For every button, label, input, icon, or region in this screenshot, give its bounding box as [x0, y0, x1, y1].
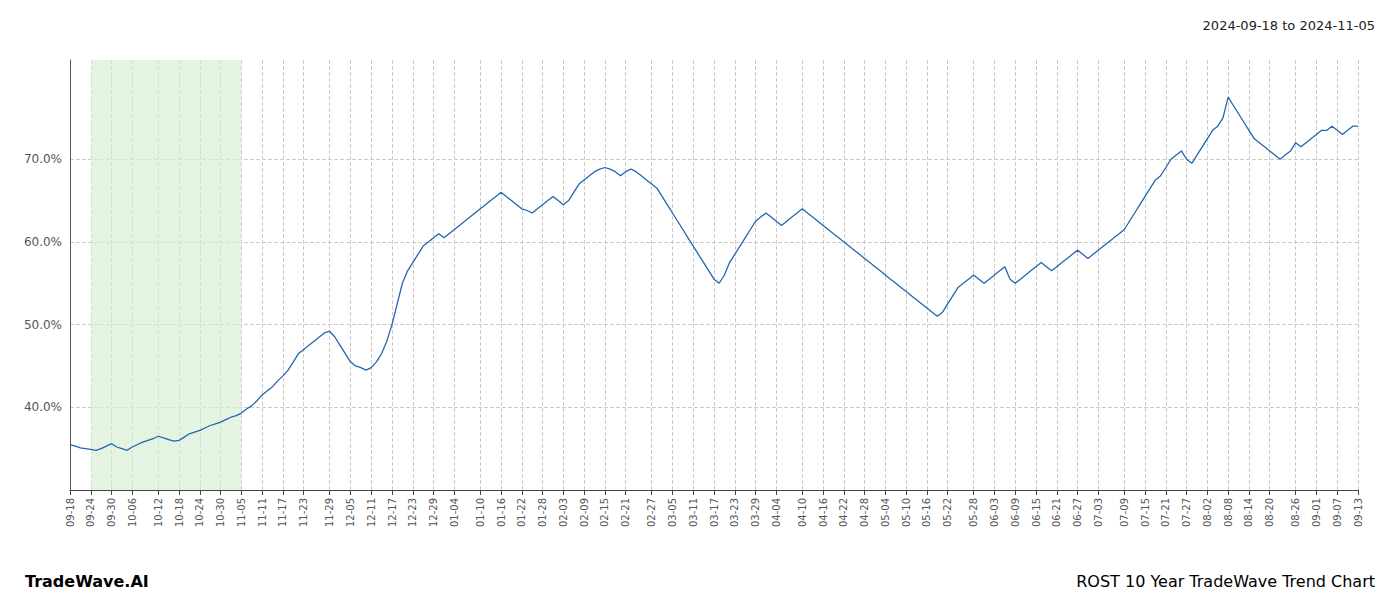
svg-text:TradeWave.AI: TradeWave.AI [25, 572, 149, 591]
svg-text:07-15: 07-15 [1140, 498, 1151, 527]
svg-text:07-21: 07-21 [1160, 498, 1171, 527]
svg-text:11-17: 11-17 [277, 498, 288, 527]
svg-text:09-30: 09-30 [106, 498, 117, 527]
svg-text:10-30: 10-30 [215, 498, 226, 527]
svg-text:06-15: 06-15 [1031, 498, 1042, 527]
svg-text:70.0%: 70.0% [24, 152, 62, 166]
svg-text:01-16: 01-16 [496, 498, 507, 527]
svg-text:01-04: 01-04 [449, 498, 460, 527]
svg-text:01-28: 01-28 [537, 498, 548, 527]
svg-text:03-29: 03-29 [750, 498, 761, 527]
svg-text:10-24: 10-24 [194, 498, 205, 527]
svg-text:09-07: 09-07 [1332, 498, 1343, 527]
svg-text:03-17: 03-17 [709, 498, 720, 527]
svg-text:08-20: 08-20 [1264, 498, 1275, 527]
svg-text:11-23: 11-23 [298, 498, 309, 527]
svg-text:11-11: 11-11 [257, 498, 268, 527]
svg-text:02-03: 02-03 [558, 498, 569, 527]
svg-text:07-27: 07-27 [1181, 498, 1192, 527]
svg-text:05-04: 05-04 [880, 498, 891, 527]
svg-text:03-23: 03-23 [729, 498, 740, 527]
svg-text:02-21: 02-21 [620, 498, 631, 527]
svg-text:12-29: 12-29 [428, 498, 439, 527]
svg-text:08-14: 08-14 [1243, 498, 1254, 527]
svg-text:01-22: 01-22 [516, 498, 527, 527]
svg-text:04-22: 04-22 [838, 498, 849, 527]
svg-text:05-22: 05-22 [942, 498, 953, 527]
svg-text:06-09: 06-09 [1010, 498, 1021, 527]
svg-text:01-10: 01-10 [475, 498, 486, 527]
svg-text:ROST 10 Year TradeWave Trend C: ROST 10 Year TradeWave Trend Chart [1076, 572, 1375, 591]
svg-text:11-29: 11-29 [324, 498, 335, 527]
svg-text:06-27: 06-27 [1072, 498, 1083, 527]
svg-text:08-02: 08-02 [1202, 498, 1213, 527]
svg-text:12-23: 12-23 [407, 498, 418, 527]
svg-text:02-27: 02-27 [646, 498, 657, 527]
svg-text:12-05: 12-05 [345, 498, 356, 527]
svg-text:40.0%: 40.0% [24, 400, 62, 414]
svg-text:04-04: 04-04 [771, 498, 782, 527]
svg-text:07-09: 07-09 [1119, 498, 1130, 527]
svg-text:03-05: 03-05 [667, 498, 678, 527]
svg-text:09-18: 09-18 [65, 498, 76, 527]
svg-text:05-10: 05-10 [901, 498, 912, 527]
svg-text:09-01: 09-01 [1311, 498, 1322, 527]
svg-text:12-11: 12-11 [366, 498, 377, 527]
svg-text:50.0%: 50.0% [24, 318, 62, 332]
svg-text:10-18: 10-18 [174, 498, 185, 527]
svg-text:12-17: 12-17 [387, 498, 398, 527]
svg-text:60.0%: 60.0% [24, 235, 62, 249]
svg-text:06-03: 06-03 [989, 498, 1000, 527]
svg-text:10-06: 10-06 [127, 498, 138, 527]
svg-text:08-08: 08-08 [1223, 498, 1234, 527]
svg-text:06-21: 06-21 [1051, 498, 1062, 527]
svg-text:05-28: 05-28 [968, 498, 979, 527]
svg-text:10-12: 10-12 [153, 498, 164, 527]
svg-text:07-03: 07-03 [1093, 498, 1104, 527]
svg-text:03-11: 03-11 [688, 498, 699, 527]
svg-text:08-26: 08-26 [1290, 498, 1301, 527]
svg-text:05-16: 05-16 [921, 498, 932, 527]
svg-text:11-05: 11-05 [236, 498, 247, 527]
svg-text:09-24: 09-24 [85, 498, 96, 527]
svg-text:02-15: 02-15 [599, 498, 610, 527]
svg-text:04-10: 04-10 [797, 498, 808, 527]
svg-text:2024-09-18 to 2024-11-05: 2024-09-18 to 2024-11-05 [1203, 18, 1375, 33]
svg-text:02-09: 02-09 [579, 498, 590, 527]
svg-text:09-13: 09-13 [1353, 498, 1364, 527]
svg-text:04-16: 04-16 [818, 498, 829, 527]
svg-text:04-28: 04-28 [859, 498, 870, 527]
